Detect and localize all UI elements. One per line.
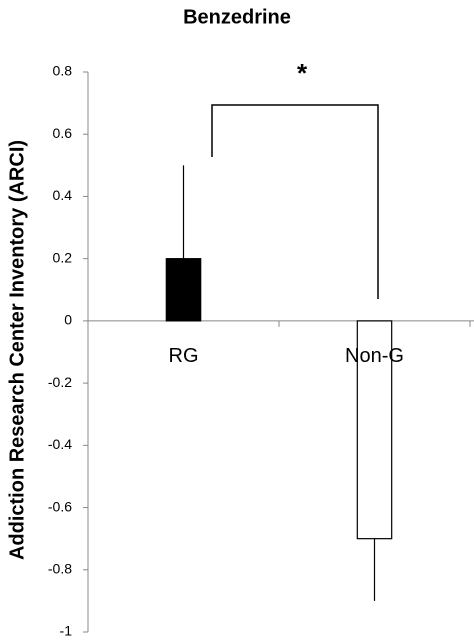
significance-bracket xyxy=(211,104,379,299)
chart-title: Benzedrine xyxy=(183,6,291,28)
y-tick-label: -0.4 xyxy=(48,436,72,452)
y-tick-label: -0.6 xyxy=(48,498,72,514)
bar xyxy=(165,258,202,322)
y-tick-label: -0.2 xyxy=(48,374,72,390)
y-tick-label: 0.4 xyxy=(53,187,73,203)
y-tick-label: 0 xyxy=(64,312,72,328)
y-tick-label: -1 xyxy=(60,623,73,639)
y-tick-label: -0.8 xyxy=(48,560,72,576)
bar xyxy=(356,320,393,540)
y-axis-label: Addiction Research Center Inventory (ARC… xyxy=(6,140,28,560)
y-tick-label: 0.8 xyxy=(53,63,73,79)
x-tick-label: RG xyxy=(169,345,199,367)
annotation: * xyxy=(297,58,308,88)
y-tick-label: 0.6 xyxy=(53,125,73,141)
y-tick-label: 0.2 xyxy=(53,249,73,265)
x-tick-label: Non-G xyxy=(345,345,404,367)
